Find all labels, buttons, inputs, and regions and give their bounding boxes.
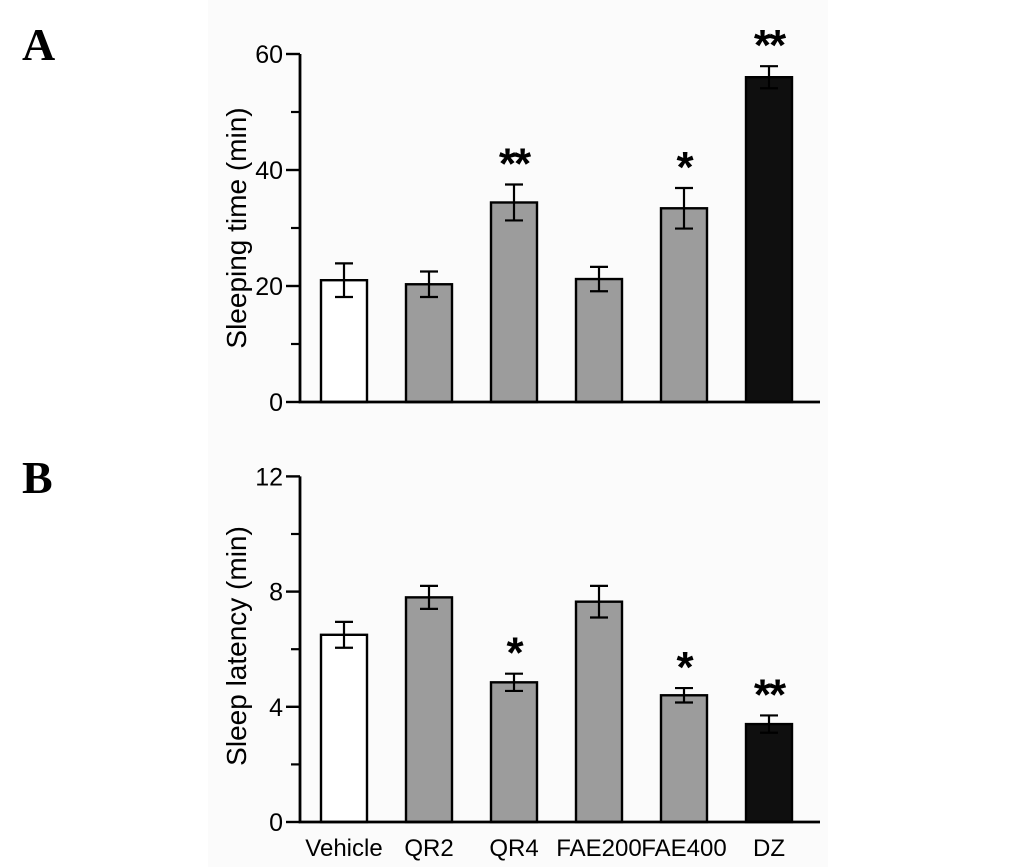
bar-a-fae200 xyxy=(574,277,624,404)
significance-marker-a-fae400: * xyxy=(676,143,694,192)
y-tick-label-b: 0 xyxy=(269,809,283,837)
error-bar-a-qr4 xyxy=(505,183,523,222)
bar-a-qr2 xyxy=(404,283,454,404)
error-bar-a-qr2 xyxy=(420,270,438,299)
bar-b-qr4 xyxy=(489,681,539,824)
axis-a xyxy=(298,54,820,404)
error-bar-b-qr2 xyxy=(420,584,438,610)
panel-b-y-axis-title: Sleep latency (min) xyxy=(221,526,252,766)
bar-b-fae400 xyxy=(659,694,709,824)
significance-marker-b-fae400: * xyxy=(676,643,694,692)
y-tick-label-a: 60 xyxy=(255,41,283,69)
bar-b-qr2 xyxy=(404,596,454,824)
y-tick-label-a: 0 xyxy=(269,389,283,417)
y-tick-label-a: 20 xyxy=(255,273,283,301)
bar-b-vehicle xyxy=(319,633,369,824)
panel-b-letter: B xyxy=(22,452,53,503)
significance-marker-a-qr4: ** xyxy=(499,140,532,189)
y-tick-label-b: 8 xyxy=(269,579,283,607)
bar-a-vehicle xyxy=(319,279,369,404)
x-category-label-fae200: FAE200 xyxy=(556,835,641,862)
error-bar-a-fae200 xyxy=(590,265,608,293)
x-category-label-qr4: QR4 xyxy=(489,835,538,862)
error-bar-a-dz xyxy=(760,65,778,90)
y-tick-label-b: 4 xyxy=(269,694,283,722)
bar-a-fae400 xyxy=(659,207,709,404)
error-bar-b-dz xyxy=(760,714,778,734)
significance-marker-b-dz: ** xyxy=(754,670,787,719)
bar-a-qr4 xyxy=(489,201,539,404)
error-bar-b-vehicle xyxy=(335,620,353,649)
error-bar-b-qr4 xyxy=(505,672,523,693)
error-bar-b-fae400 xyxy=(675,686,693,704)
y-tick-label-b: 12 xyxy=(255,463,283,491)
x-category-label-qr2: QR2 xyxy=(404,835,453,862)
panel-a-letter: A xyxy=(22,19,56,70)
error-bar-a-fae400 xyxy=(675,186,693,230)
axis-b xyxy=(298,476,820,824)
error-bar-a-vehicle xyxy=(335,262,353,299)
bar-b-fae200 xyxy=(574,600,624,824)
y-tick-label-a: 40 xyxy=(255,157,283,185)
x-category-label-fae400: FAE400 xyxy=(641,835,726,862)
significance-marker-b-qr4: * xyxy=(506,629,524,678)
x-category-label-vehicle: Vehicle xyxy=(305,835,382,862)
error-bar-b-fae200 xyxy=(590,584,608,619)
panel-a-y-axis-title: Sleeping time (min) xyxy=(221,107,252,349)
x-category-label-dz: DZ xyxy=(753,835,785,862)
bar-a-dz xyxy=(744,75,794,404)
bar-b-dz xyxy=(744,722,794,824)
significance-marker-a-dz: ** xyxy=(754,21,787,70)
